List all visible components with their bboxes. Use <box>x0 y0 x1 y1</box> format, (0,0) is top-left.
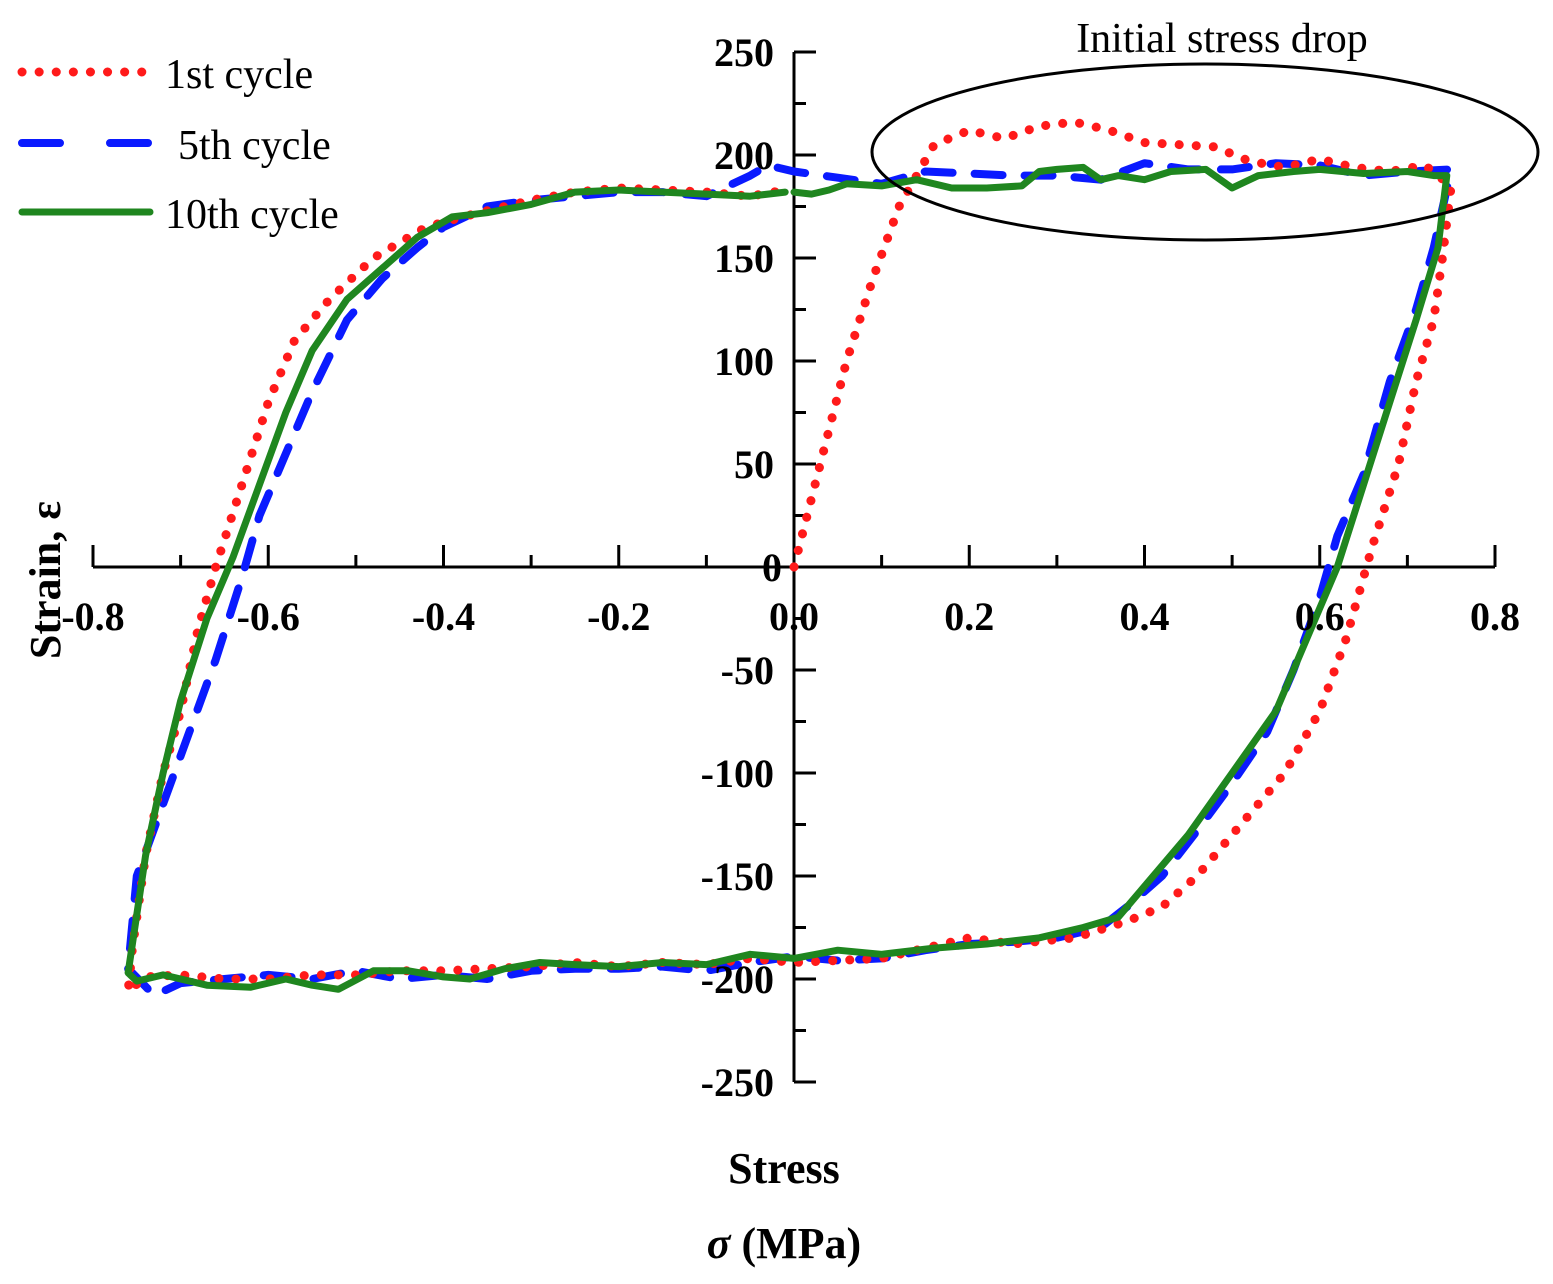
tick-labels: -0.8 -0.6 -0.4 -0.2 0.0 0.2 0.4 0.6 0.8 -250 -200 -… <box>61 30 1520 1105</box>
y-axis-title-line2: σ (MPa) <box>707 1219 861 1268</box>
x-tick-label: 0.0 <box>769 594 819 639</box>
y-axis-title-line1: Stress <box>728 1144 840 1193</box>
legend: 1st cycle 5th cycle 10th cycle <box>17 52 339 238</box>
x-tick-label: -0.6 <box>237 594 300 639</box>
y-tick-label: 250 <box>714 30 774 75</box>
x-tick-label: -0.4 <box>412 594 475 639</box>
y-tick-label: 150 <box>714 236 774 281</box>
series-layer <box>123 117 1456 1000</box>
annotation-label: Initial stress drop <box>1076 16 1368 62</box>
y-tick-label: -100 <box>701 751 774 796</box>
x-tick-label: -0.2 <box>587 594 650 639</box>
stress-drop-ellipse <box>870 62 1540 242</box>
x-axis-title: Strain, ε <box>21 501 70 659</box>
x-tick-label: 0.4 <box>1120 594 1170 639</box>
y-tick-label: 0 <box>762 545 782 590</box>
y-tick-label: 50 <box>734 442 774 487</box>
x-tick-label: 0.6 <box>1295 594 1345 639</box>
y-tick-label: -250 <box>701 1060 774 1105</box>
series-line-5th-cycle <box>124 159 1456 1000</box>
legend-label-10th-cycle: 10th cycle <box>165 192 339 238</box>
series-line-1st-cycle <box>123 117 1456 996</box>
y-axis-unit: (MPa) <box>742 1219 862 1268</box>
x-tick-label: -0.8 <box>61 594 124 639</box>
series-line-10th-cycle <box>124 163 1451 993</box>
sigma-symbol: σ <box>707 1219 732 1268</box>
x-tick-label: 0.2 <box>944 594 994 639</box>
y-tick-label: -150 <box>701 854 774 899</box>
y-tick-label: 200 <box>714 133 774 178</box>
x-tick-label: 0.8 <box>1470 594 1520 639</box>
y-tick-label: -50 <box>721 648 774 693</box>
y-tick-label: 100 <box>714 339 774 384</box>
legend-label-1st-cycle: 1st cycle <box>165 52 313 98</box>
legend-label-5th-cycle: 5th cycle <box>178 123 331 169</box>
y-tick-label: -200 <box>701 957 774 1002</box>
